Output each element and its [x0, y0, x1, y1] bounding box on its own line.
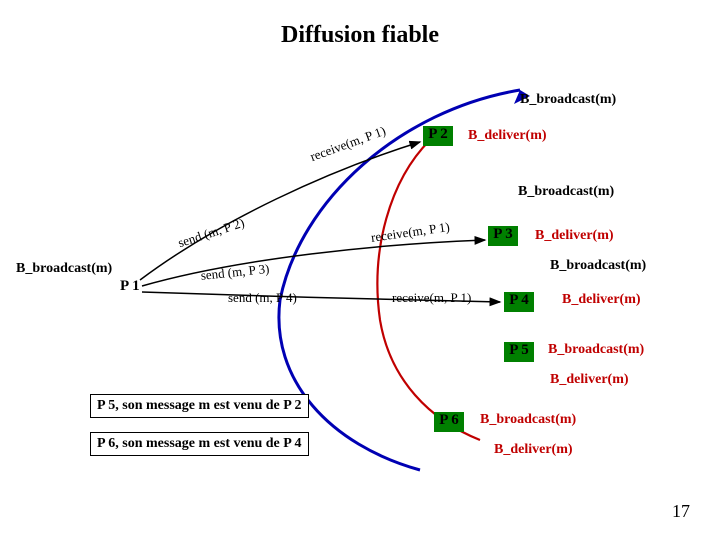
process-p1-label: P 1: [120, 278, 140, 295]
page-number: 17: [672, 501, 690, 522]
process-p3: P 3: [488, 226, 518, 246]
process-p2: P 2: [423, 126, 453, 146]
b-broadcast-p1: B_broadcast(m): [16, 261, 112, 277]
b-deliver-p4: B_deliver(m): [562, 292, 641, 308]
process-p6-label: P 6: [439, 412, 459, 428]
process-p3-label: P 3: [493, 226, 513, 242]
b-deliver-p5: B_deliver(m): [550, 372, 629, 388]
b-broadcast-p3: B_broadcast(m): [518, 184, 614, 200]
b-deliver-p3: B_deliver(m): [535, 228, 614, 244]
b-broadcast-p5: B_broadcast(m): [548, 342, 644, 358]
edge-label-send-p4: send (m, P 4): [228, 290, 297, 306]
note-p5: P 5, son message m est venu de P 2: [90, 394, 309, 418]
process-p5: P 5: [504, 342, 534, 362]
process-p4: P 4: [504, 292, 534, 312]
edge-label-recv-p4: receive(m, P 1): [392, 290, 471, 306]
b-broadcast-p2: B_broadcast(m): [520, 92, 616, 108]
note-p6: P 6, son message m est venu de P 4: [90, 432, 309, 456]
b-broadcast-p4: B_broadcast(m): [550, 258, 646, 274]
page-title: Diffusion fiable: [0, 22, 720, 49]
b-deliver-p2: B_deliver(m): [468, 128, 547, 144]
process-p4-label: P 4: [509, 292, 529, 308]
b-broadcast-p6: B_broadcast(m): [480, 412, 576, 428]
process-p2-label: P 2: [428, 126, 448, 142]
process-p6: P 6: [434, 412, 464, 432]
b-deliver-p6: B_deliver(m): [494, 442, 573, 458]
process-p5-label: P 5: [509, 342, 529, 358]
